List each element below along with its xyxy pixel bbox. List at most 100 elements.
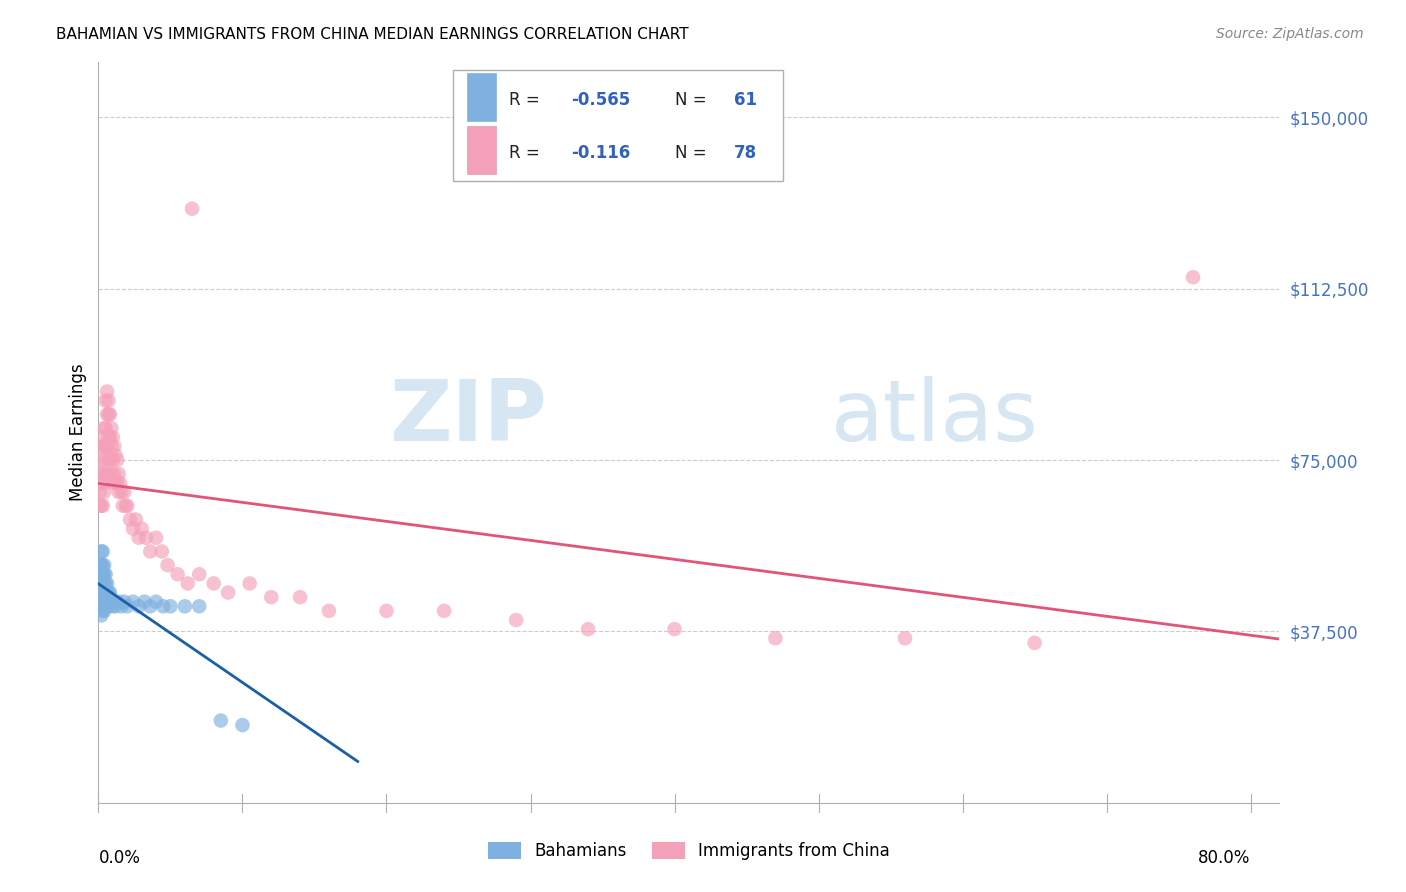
Point [97,430,120,444]
Point [89,576,111,591]
Point [89,467,111,481]
Text: 78: 78 [734,145,756,162]
Point [107,467,129,481]
Point [112,485,135,500]
Point [128,599,150,614]
Point [90,576,112,591]
Point [166,567,188,582]
Point [101,453,124,467]
Text: N =: N = [675,145,711,162]
Point [664,622,686,636]
Point [97,599,120,614]
Point [173,599,195,614]
Point [91,585,114,599]
Point [103,595,125,609]
Point [91,567,114,582]
Point [96,585,118,599]
Point [89,499,111,513]
Point [107,485,129,500]
Point [135,531,157,545]
Point [98,453,121,467]
Point [94,595,117,609]
Point [101,430,124,444]
Point [128,531,150,545]
Point [104,449,127,463]
Point [105,453,128,467]
Text: 0.0%: 0.0% [98,848,141,866]
Point [100,467,122,481]
Point [98,430,121,444]
Point [89,567,111,582]
Point [90,499,112,513]
Point [150,544,173,558]
Text: -0.565: -0.565 [571,91,630,109]
Point [93,485,115,500]
Point [93,567,115,582]
Point [105,475,128,490]
Point [894,632,917,646]
Point [91,585,114,599]
Point [139,599,162,614]
Point [181,202,204,216]
Point [97,585,120,599]
Point [96,439,118,453]
Point [97,595,120,609]
Text: 61: 61 [734,91,756,109]
Text: R =: R = [509,145,546,162]
Point [91,604,114,618]
Text: atlas: atlas [831,376,1039,459]
Text: BAHAMIAN VS IMMIGRANTS FROM CHINA MEDIAN EARNINGS CORRELATION CHART: BAHAMIAN VS IMMIGRANTS FROM CHINA MEDIAN… [56,27,689,42]
FancyBboxPatch shape [467,126,496,174]
Point [576,622,599,636]
Point [96,384,118,399]
Point [103,467,125,481]
Point [112,595,135,609]
Text: 80.0%: 80.0% [1198,848,1251,866]
Point [375,604,398,618]
Point [97,453,120,467]
Point [96,576,118,591]
Point [763,632,786,646]
Point [90,567,112,582]
Point [98,585,121,599]
Point [110,599,132,614]
Point [239,576,262,591]
Point [125,512,148,526]
Point [231,718,253,732]
Point [91,453,114,467]
Point [93,439,115,453]
Point [96,595,118,609]
Point [111,499,134,513]
Point [96,467,118,481]
Point [90,590,112,604]
Point [1182,270,1205,285]
FancyBboxPatch shape [467,73,496,121]
Point [217,585,239,599]
Point [89,585,111,599]
Point [93,421,115,435]
Point [91,558,114,573]
Point [94,439,117,453]
Point [91,567,114,582]
Point [145,531,167,545]
Point [90,599,112,614]
Point [90,475,112,490]
Point [94,467,117,481]
Point [93,604,115,618]
Point [108,475,131,490]
Point [100,421,122,435]
Point [177,576,200,591]
Point [90,544,112,558]
Point [1024,636,1046,650]
Point [98,408,121,422]
Text: N =: N = [675,91,711,109]
Point [91,475,114,490]
Point [110,485,132,500]
Point [93,558,115,573]
Point [90,453,112,467]
Point [122,522,145,536]
Text: Source: ZipAtlas.com: Source: ZipAtlas.com [1216,27,1364,41]
Point [101,599,124,614]
Point [505,613,527,627]
Point [90,439,112,453]
